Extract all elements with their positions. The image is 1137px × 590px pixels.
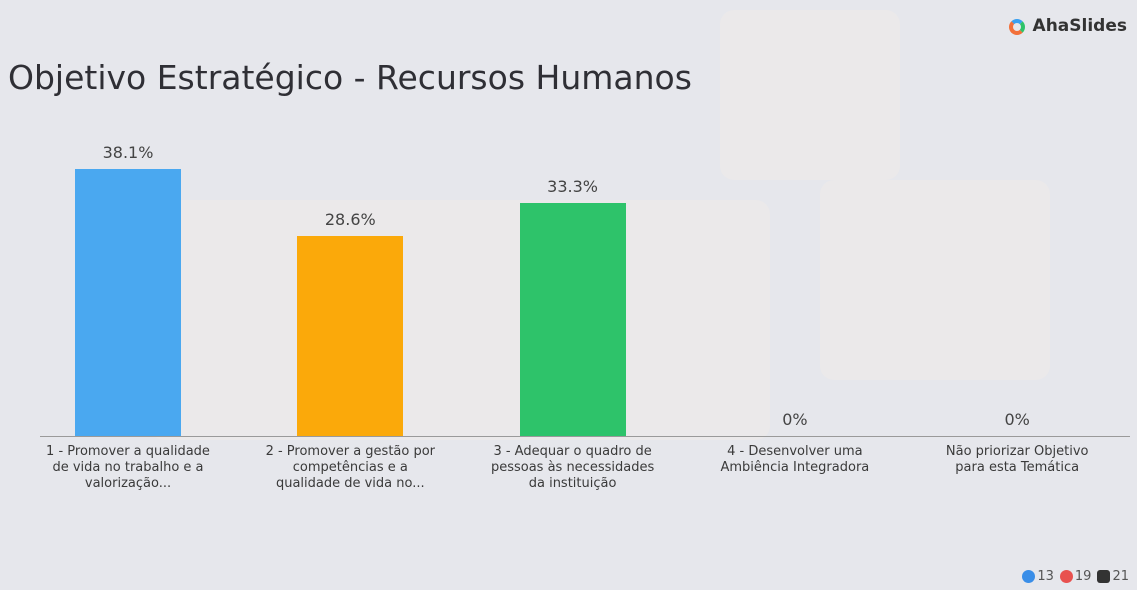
background-panel [720,10,900,180]
background-panel [820,180,1050,380]
bar [75,169,181,436]
likes: 13 [1022,569,1054,584]
category-label: 3 - Adequar o quadro de pessoas às neces… [490,444,655,491]
value-label: 28.6% [324,209,376,229]
brand: AhaSlides [1032,16,1127,36]
brand-icon [1009,19,1025,35]
value-label: 0% [1004,410,1030,429]
reactions: 13 19 21 [1022,569,1129,584]
category-label: 4 - Desenvolver uma Ambiência Integrador… [720,444,870,475]
likes-count: 13 [1037,569,1054,584]
category-label: Não priorizar Objetivo para esta Temátic… [945,444,1089,475]
bar [519,202,626,436]
hands-count: 21 [1112,569,1129,584]
hearts: 19 [1059,569,1092,584]
background-panel [150,200,770,440]
baseline [40,436,1130,437]
hands: 21 [1097,569,1129,584]
category-label: 2 - Promover a gestão por competências e… [265,444,436,491]
chart-title: Objetivo Estratégico - Recursos Humanos [8,58,692,97]
value-label: 33.3% [547,176,598,196]
hearts-count: 19 [1074,569,1092,584]
value-label: 38.1% [102,143,154,163]
bar [297,235,404,436]
value-label: 0% [782,410,808,429]
category-label: 1 - Promover a qualidade de vida no trab… [46,444,210,491]
